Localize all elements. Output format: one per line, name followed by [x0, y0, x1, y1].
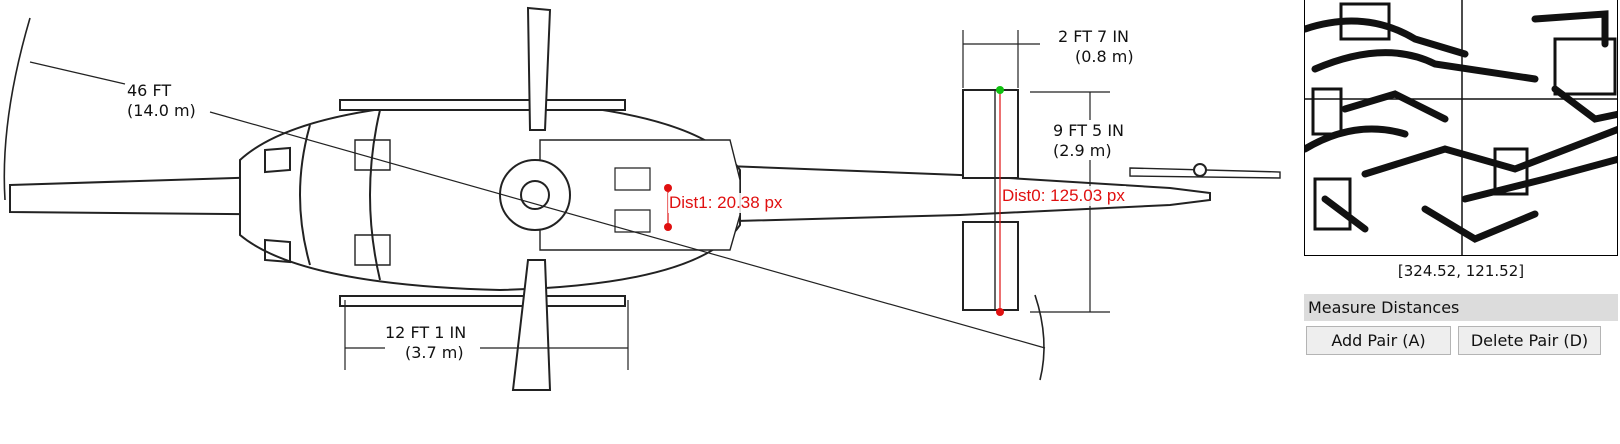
magnifier-view — [1304, 0, 1618, 256]
delete-pair-button[interactable]: Delete Pair (D) — [1458, 326, 1601, 355]
dist1-end-handle[interactable] — [664, 223, 672, 231]
cursor-coordinates: [324.52, 121.52] — [1397, 262, 1525, 280]
span-label-line1: 46 FT — [127, 81, 171, 100]
measurement-label-dist1: Dist1: 20.38 px — [668, 193, 784, 213]
dist0-start-handle[interactable] — [996, 86, 1004, 94]
helicopter-drawing[interactable]: 46 FT (14.0 m) 12 FT 1 IN (3.7 m) 2 FT 7… — [0, 0, 1300, 444]
stab-width-label-line2: (0.8 m) — [1075, 47, 1134, 66]
skid-label-line2: (3.7 m) — [405, 343, 464, 362]
magnified-image — [1305, 0, 1617, 255]
skid-label-line1: 12 FT 1 IN — [385, 323, 466, 342]
measurement-label-dist0: Dist0: 125.03 px — [1001, 186, 1126, 206]
stab-width-label-line1: 2 FT 7 IN — [1058, 27, 1129, 46]
dist1-start-handle[interactable] — [664, 184, 672, 192]
stab-span-label-line2: (2.9 m) — [1053, 141, 1112, 160]
measure-distances-heading: Measure Distances — [1304, 294, 1618, 321]
stab-span-label-line1: 9 FT 5 IN — [1053, 121, 1124, 140]
add-pair-button[interactable]: Add Pair (A) — [1306, 326, 1451, 355]
span-label-line2: (14.0 m) — [127, 101, 196, 120]
image-canvas[interactable]: 46 FT (14.0 m) 12 FT 1 IN (3.7 m) 2 FT 7… — [0, 0, 1300, 444]
dist0-end-handle[interactable] — [996, 308, 1004, 316]
